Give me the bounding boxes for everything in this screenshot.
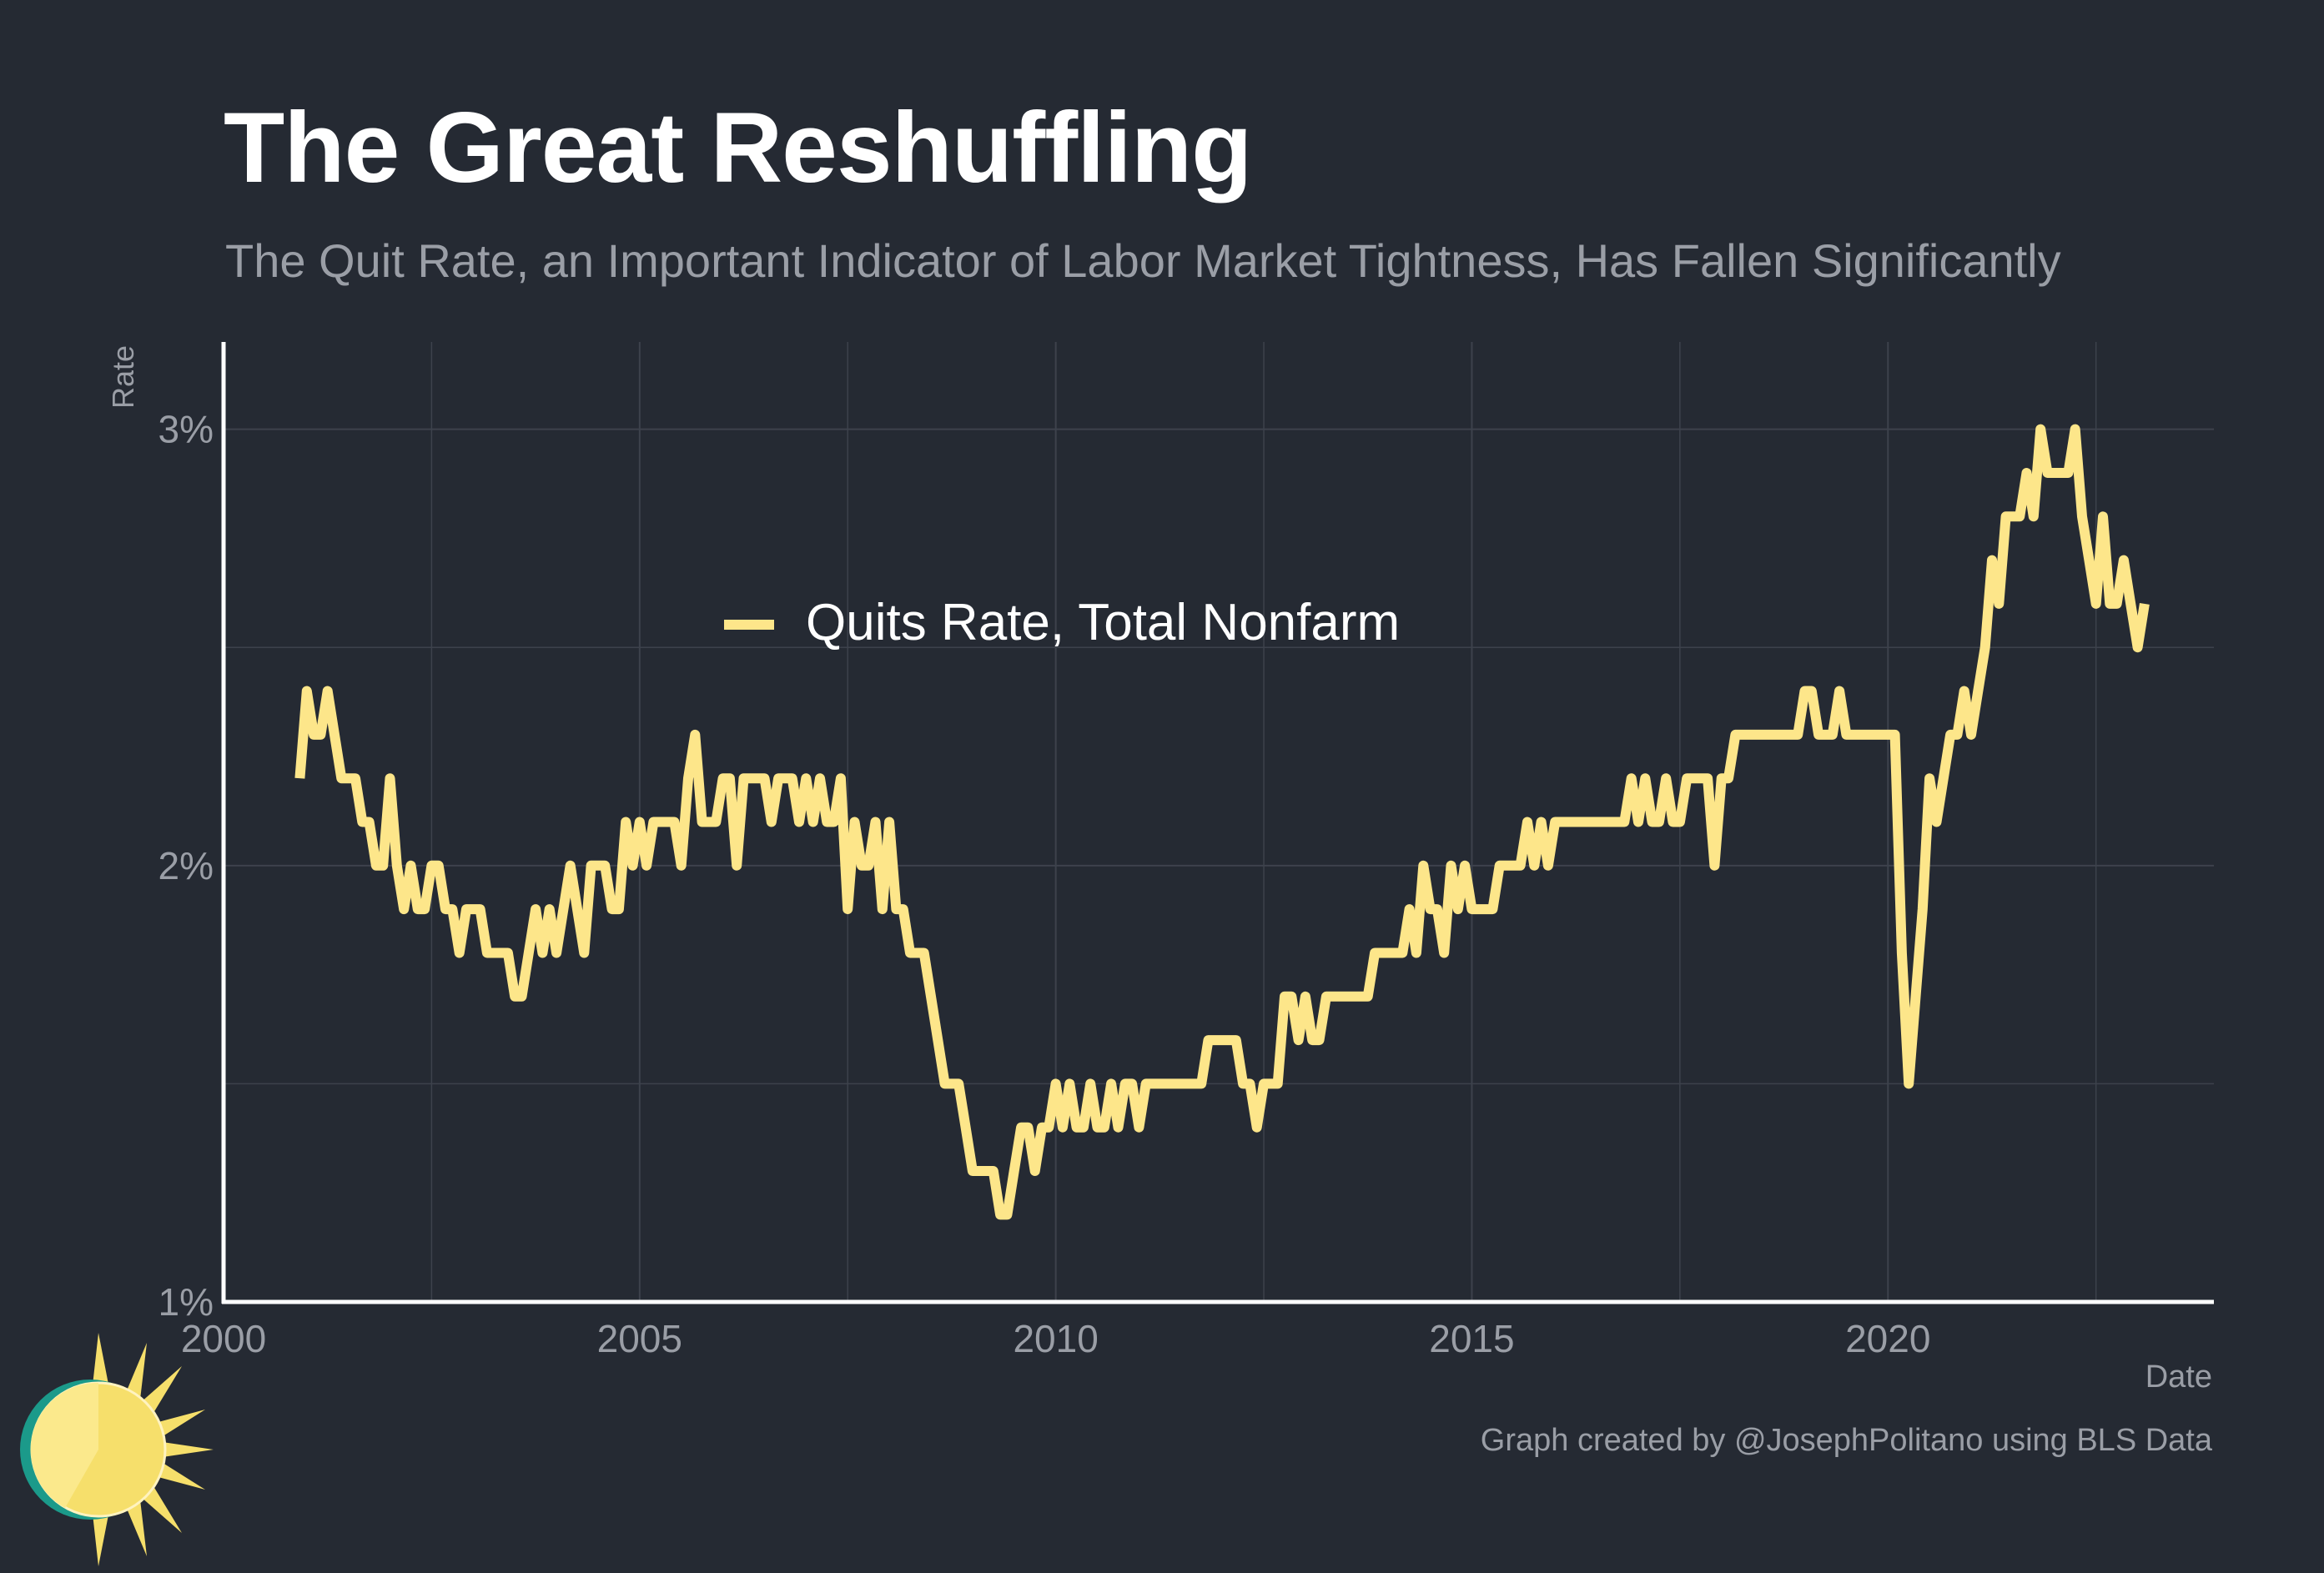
x-axis-title: Date <box>2145 1359 2212 1395</box>
series-line-quits-rate <box>294 424 2150 1220</box>
source-caption: Graph created by @JosephPolitano using B… <box>1480 1423 2212 1458</box>
y-tick-label: 1% <box>158 1280 214 1324</box>
axes <box>221 342 2214 1304</box>
grid <box>223 342 2214 1303</box>
y-axis-title: Rate <box>106 345 140 409</box>
series-layer <box>294 424 2150 1220</box>
legend: Quits Rate, Total Nonfarm <box>724 594 1400 651</box>
x-tick-label: 2005 <box>597 1317 682 1360</box>
sun-logo-icon <box>20 1333 214 1566</box>
legend-label: Quits Rate, Total Nonfarm <box>806 594 1400 651</box>
chart-title: The Great Reshuffling <box>224 92 1252 204</box>
chart-subtitle: The Quit Rate, an Important Indicator of… <box>225 234 2061 287</box>
tick-labels: 2000 2005 2010 2015 2020 1% 2% 3% <box>158 408 1931 1360</box>
x-tick-label: 2000 <box>181 1317 266 1360</box>
x-tick-label: 2020 <box>1845 1317 1930 1360</box>
x-tick-label: 2015 <box>1429 1317 1514 1360</box>
x-tick-label: 2010 <box>1013 1317 1098 1360</box>
y-tick-label: 2% <box>158 844 214 887</box>
y-tick-label: 3% <box>158 408 214 451</box>
